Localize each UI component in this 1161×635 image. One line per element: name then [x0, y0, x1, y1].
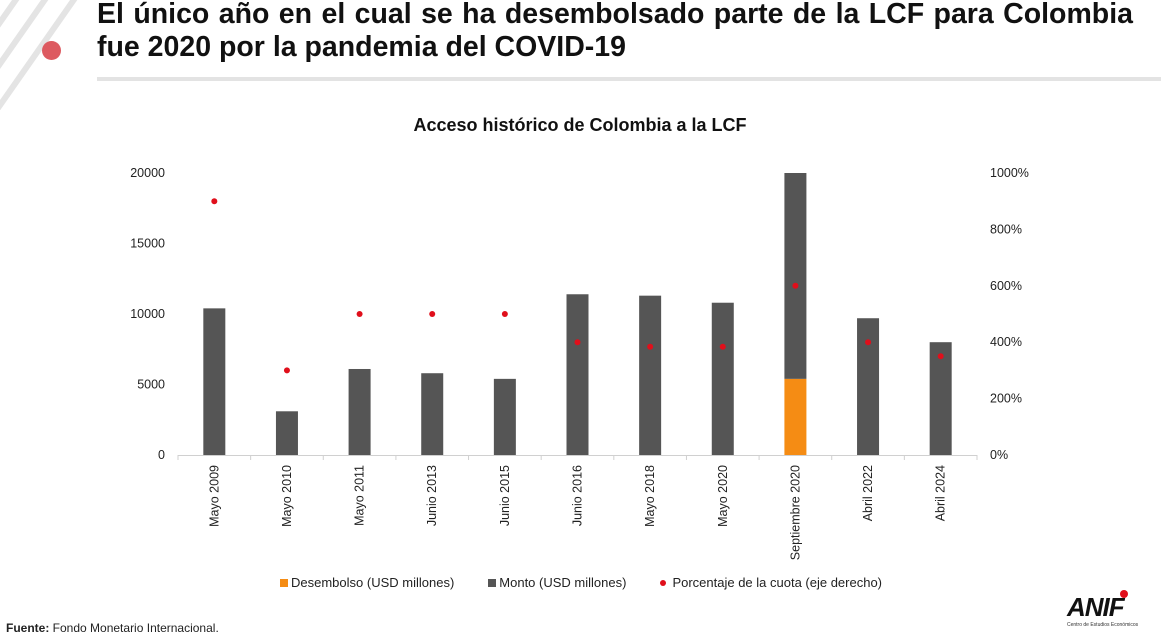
x-tick-label: Septiembre 2020 — [788, 465, 802, 560]
bar-monto — [784, 173, 807, 379]
bar-monto — [203, 308, 226, 455]
source-text: Fondo Monetario Internacional. — [49, 621, 219, 635]
x-tick-label: Mayo 2009 — [207, 465, 221, 527]
legend-label-monto: Monto (USD millones) — [499, 575, 627, 590]
y-left-tick-label: 5000 — [137, 378, 165, 392]
legend-swatch-desembolso — [280, 578, 288, 587]
bar-monto — [566, 294, 589, 455]
anif-logo: ANIF Centro de Estudios Económicos — [1065, 590, 1155, 634]
x-tick-label: Abril 2022 — [861, 465, 875, 521]
bar-monto — [493, 378, 516, 455]
x-tick-label: Mayo 2011 — [353, 465, 367, 526]
y-right-tick-label: 1000% — [990, 166, 1029, 180]
title-divider — [97, 77, 1161, 81]
point-porcentaje — [574, 339, 581, 346]
bar-monto — [929, 342, 952, 455]
y-right-tick-label: 200% — [990, 392, 1022, 406]
bar-monto — [711, 302, 734, 455]
point-porcentaje — [937, 353, 944, 360]
point-porcentaje — [501, 311, 508, 317]
x-tick-label: Mayo 2010 — [280, 465, 294, 527]
point-porcentaje — [792, 282, 799, 289]
logo-dot — [1120, 590, 1128, 598]
bar-desembolso — [784, 378, 807, 455]
x-tick-label: Junio 2016 — [571, 465, 585, 526]
point-porcentaje — [211, 198, 218, 205]
point-porcentaje — [429, 311, 436, 317]
page-title: El único año en el cual se ha desembolsa… — [97, 0, 1133, 63]
y-left-tick-label: 0 — [158, 448, 165, 462]
x-tick-label: Junio 2013 — [425, 465, 439, 526]
x-tick-label: Junio 2015 — [498, 465, 512, 526]
y-right-tick-label: 600% — [990, 279, 1022, 293]
y-right-tick-label: 800% — [990, 222, 1022, 236]
y-left-tick-label: 15000 — [130, 237, 165, 251]
point-porcentaje — [283, 367, 290, 374]
legend-label-desembolso: Desembolso (USD millones) — [291, 575, 455, 590]
point-porcentaje — [719, 343, 726, 350]
bar-monto — [639, 295, 662, 455]
legend-label-porcentaje: Porcentaje de la cuota (eje derecho) — [672, 575, 883, 590]
x-tick-label: Abril 2024 — [934, 465, 948, 521]
y-left-tick-label: 20000 — [130, 166, 165, 180]
x-tick-label: Mayo 2020 — [716, 465, 730, 527]
y-right-tick-label: 0% — [990, 448, 1008, 462]
y-right-tick-label: 400% — [990, 335, 1022, 349]
source-label: Fuente: — [6, 621, 50, 635]
y-left-tick-label: 10000 — [130, 307, 165, 321]
legend-item-monto: Monto (USD millones) — [488, 575, 626, 590]
bar-monto — [348, 368, 371, 455]
bar-monto — [421, 373, 444, 455]
x-tick-label: Mayo 2018 — [643, 465, 657, 527]
chart-title: Acceso histórico de Colombia a la LCF — [413, 115, 747, 135]
point-porcentaje — [356, 311, 363, 317]
legend-item-porcentaje: Porcentaje de la cuota (eje derecho) — [660, 575, 882, 590]
bullet-dot — [42, 41, 61, 60]
point-porcentaje — [865, 339, 872, 346]
bar-monto — [275, 411, 298, 455]
chart-legend: Desembolso (USD millones) Monto (USD mil… — [280, 575, 916, 590]
legend-swatch-monto — [488, 578, 497, 587]
logo-subtitle: Centro de Estudios Económicos — [1067, 622, 1139, 628]
bar-monto — [857, 318, 880, 455]
logo-text: ANIF — [1067, 592, 1125, 622]
legend-item-desembolso: Desembolso (USD millones) — [280, 575, 454, 590]
source-note: Fuente: Fondo Monetario Internacional. — [6, 621, 219, 635]
point-porcentaje — [647, 343, 654, 350]
legend-marker-porcentaje — [660, 579, 667, 586]
